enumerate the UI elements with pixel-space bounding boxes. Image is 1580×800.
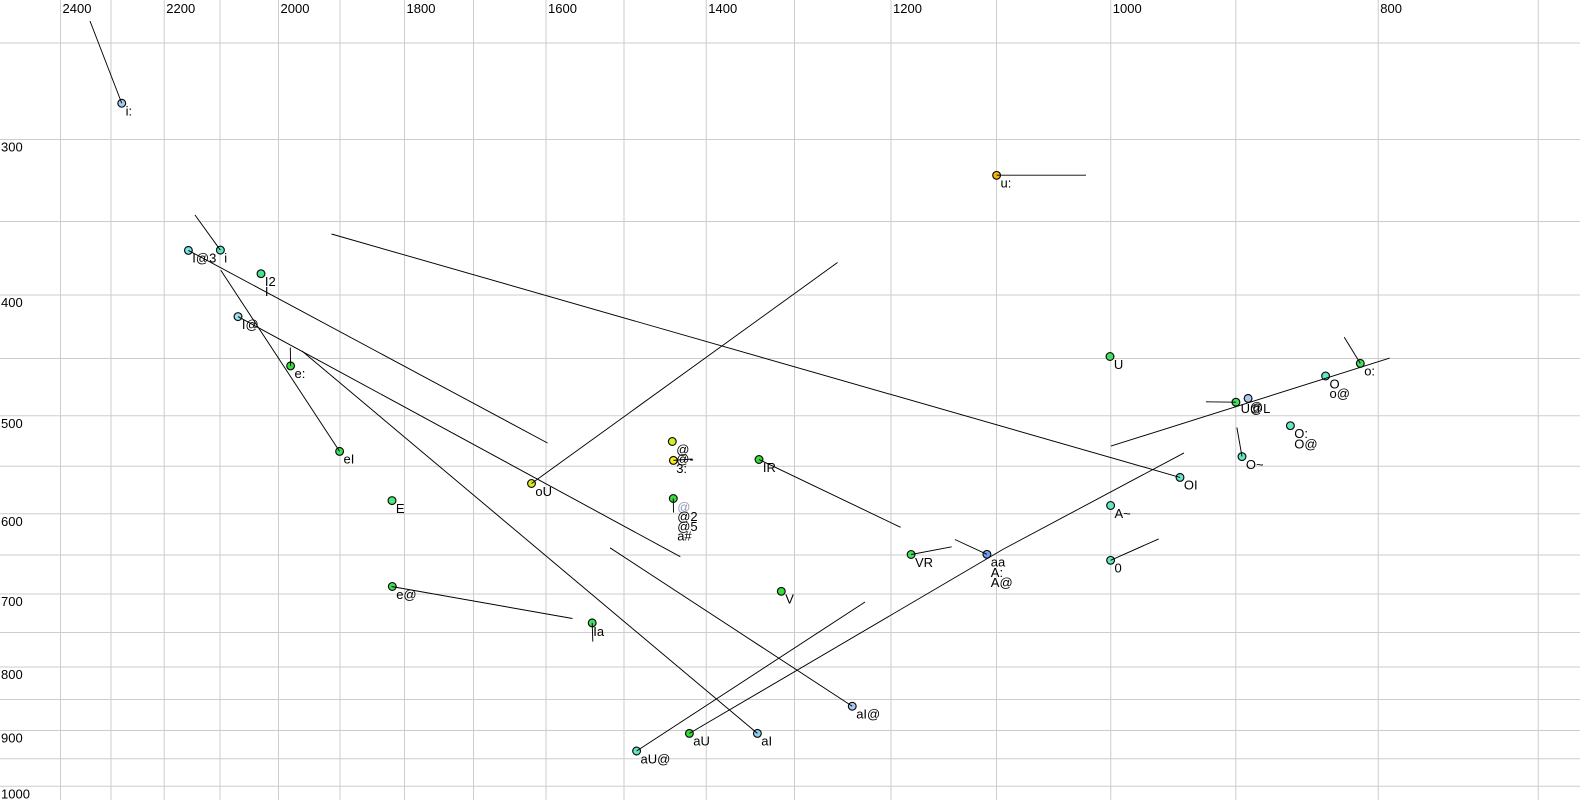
svg-text:@: @	[677, 499, 690, 514]
svg-text:e@: e@	[396, 587, 416, 602]
svg-text:o:: o:	[1364, 364, 1375, 379]
svg-text:800: 800	[1, 667, 23, 682]
svg-text:I: I	[265, 284, 269, 299]
svg-text:V: V	[785, 592, 794, 607]
svg-text:600: 600	[1, 514, 23, 529]
svg-text:A:: A:	[991, 565, 1003, 580]
svg-text:IR: IR	[763, 460, 776, 475]
svg-text:a#: a#	[677, 529, 692, 544]
svg-text:O@: O@	[1294, 436, 1317, 451]
svg-text:i:: i:	[126, 104, 132, 119]
svg-text:0: 0	[1115, 561, 1122, 576]
svg-text:aI@: aI@	[856, 707, 880, 722]
svg-text:o@: o@	[1330, 386, 1350, 401]
svg-text:u:: u:	[1001, 176, 1012, 191]
svg-text:1000: 1000	[1, 786, 30, 800]
svg-text:1000: 1000	[1113, 1, 1142, 16]
svg-text:aa: aa	[991, 555, 1006, 570]
svg-text:Ia: Ia	[593, 624, 605, 639]
svg-text:VR: VR	[915, 555, 933, 570]
svg-text:@5: @5	[677, 519, 697, 534]
svg-text:2200: 2200	[166, 1, 195, 16]
svg-text:900: 900	[1, 731, 23, 746]
svg-text:O~: O~	[1246, 457, 1264, 472]
svg-text:oU: oU	[535, 484, 552, 499]
svg-text:A~: A~	[1115, 506, 1132, 521]
svg-text:300: 300	[1, 140, 23, 155]
svg-text:OI: OI	[1184, 478, 1198, 493]
svg-text:U: U	[1114, 357, 1123, 372]
svg-text:aU@: aU@	[641, 751, 671, 766]
svg-text:I@: I@	[242, 317, 259, 332]
svg-text:i: i	[224, 250, 227, 265]
svg-text:@2: @2	[677, 509, 697, 524]
svg-text:E: E	[396, 501, 405, 516]
svg-text:@-: @-	[676, 452, 694, 467]
svg-text:500: 500	[1, 416, 23, 431]
svg-text:I@3: I@3	[192, 251, 216, 266]
svg-text:1800: 1800	[407, 1, 436, 16]
svg-text:700: 700	[1, 594, 23, 609]
svg-text:U@L: U@L	[1241, 401, 1271, 416]
svg-text:aI: aI	[761, 734, 772, 749]
svg-text:@: @	[1250, 399, 1263, 414]
svg-text:1400: 1400	[708, 1, 737, 16]
svg-text:aU: aU	[693, 734, 710, 749]
svg-text:e:: e:	[295, 366, 306, 381]
svg-text:eI: eI	[344, 452, 355, 467]
svg-text:I2: I2	[265, 274, 276, 289]
svg-text:O: O	[1330, 376, 1340, 391]
svg-text:1200: 1200	[893, 1, 922, 16]
svg-text:2000: 2000	[281, 1, 310, 16]
svg-text:3:: 3:	[676, 461, 687, 476]
svg-text:A@: A@	[991, 575, 1013, 590]
svg-text:2400: 2400	[63, 1, 92, 16]
svg-text:O:: O:	[1294, 426, 1308, 441]
svg-text:1600: 1600	[548, 1, 577, 16]
svg-text:@: @	[676, 442, 689, 457]
svg-text:800: 800	[1380, 1, 1402, 16]
svg-text:400: 400	[1, 295, 23, 310]
